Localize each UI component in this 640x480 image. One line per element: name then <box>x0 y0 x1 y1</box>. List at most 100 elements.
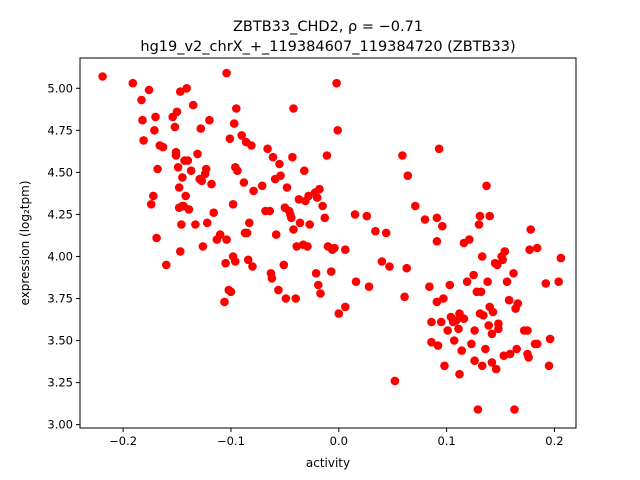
data-point <box>300 166 309 175</box>
data-point <box>220 297 229 307</box>
data-point <box>494 319 503 329</box>
data-point <box>350 210 360 219</box>
data-point <box>545 334 555 344</box>
data-point <box>403 171 413 180</box>
data-point <box>541 279 551 288</box>
data-point <box>191 220 200 229</box>
data-point <box>222 235 231 244</box>
data-point <box>371 226 380 236</box>
y-tick-label: 3.25 <box>47 376 73 390</box>
data-point <box>174 183 184 192</box>
y-tick-label: 4.50 <box>47 165 73 179</box>
data-point <box>455 369 464 379</box>
x-tick-label: 0.1 <box>437 434 455 448</box>
data-point <box>470 326 479 335</box>
data-point <box>149 191 158 201</box>
data-point <box>146 200 156 209</box>
data-point <box>312 193 322 202</box>
data-point <box>402 263 412 273</box>
data-point <box>181 191 190 201</box>
data-point <box>205 115 214 125</box>
data-point <box>311 269 321 278</box>
data-point <box>279 260 289 270</box>
data-point <box>351 277 361 287</box>
x-tick-label: 0.2 <box>545 434 563 448</box>
data-point <box>287 213 296 223</box>
data-point <box>425 282 434 292</box>
data-point <box>485 211 495 221</box>
data-point <box>207 179 216 189</box>
data-point <box>239 178 249 187</box>
data-point <box>178 173 187 182</box>
data-point <box>176 247 185 256</box>
data-point <box>330 243 339 253</box>
data-point <box>502 277 512 287</box>
data-point <box>249 186 258 196</box>
data-point <box>173 163 183 172</box>
data-point <box>182 84 191 93</box>
data-point <box>493 260 502 270</box>
data-point <box>98 72 107 81</box>
data-point <box>469 270 478 280</box>
data-point <box>439 294 448 303</box>
data-point <box>454 324 463 334</box>
data-point <box>128 78 138 88</box>
data-point <box>524 353 533 362</box>
y-axis-ticks: 3.00 3.25 3.50 3.75 4.00 4.25 4.50 4.75 5.00 <box>47 81 80 432</box>
data-point <box>221 258 230 268</box>
data-point <box>271 230 281 239</box>
data-point <box>445 280 455 290</box>
data-point <box>544 361 554 371</box>
y-tick-label: 4.75 <box>47 123 73 137</box>
data-point <box>320 213 330 223</box>
data-point <box>476 287 486 297</box>
data-point <box>226 287 236 297</box>
data-point <box>381 228 391 238</box>
data-point <box>188 100 198 110</box>
data-point <box>288 152 297 162</box>
data-point <box>198 242 208 251</box>
data-point <box>231 257 240 266</box>
y-tick-label: 3.00 <box>47 418 73 432</box>
data-point <box>491 364 501 374</box>
data-point <box>267 274 277 283</box>
data-point <box>509 269 518 278</box>
data-point <box>364 282 374 292</box>
x-tick-label: −0.1 <box>217 434 245 448</box>
data-point <box>196 124 206 133</box>
data-point <box>432 297 442 307</box>
data-point <box>440 361 449 371</box>
data-point <box>436 317 446 327</box>
data-point <box>473 405 483 414</box>
data-point <box>138 115 147 125</box>
data-point <box>420 215 430 224</box>
data-point <box>341 302 350 312</box>
data-point <box>222 68 231 78</box>
data-point <box>554 277 563 287</box>
data-point <box>525 245 534 254</box>
data-point <box>483 277 492 287</box>
data-point <box>332 78 341 88</box>
data-point <box>390 376 400 386</box>
data-point <box>202 218 212 228</box>
data-point <box>482 181 491 191</box>
data-point <box>197 176 207 186</box>
data-point <box>144 85 154 95</box>
data-point <box>505 349 515 359</box>
x-tick-label: 0.0 <box>330 434 348 448</box>
data-point <box>263 144 272 154</box>
data-point <box>318 201 327 211</box>
chart-title-line1: ZBTB33_CHD2, ρ = −0.71 <box>233 19 423 35</box>
data-point <box>229 119 239 128</box>
data-point <box>150 126 159 135</box>
data-point <box>465 235 474 244</box>
data-point <box>510 405 519 414</box>
data-point <box>292 242 302 251</box>
data-point <box>158 142 168 152</box>
data-point <box>304 191 313 201</box>
data-point <box>532 339 542 349</box>
data-point <box>237 131 246 140</box>
data-point <box>523 326 532 335</box>
data-point <box>462 277 472 287</box>
data-point <box>177 220 186 229</box>
